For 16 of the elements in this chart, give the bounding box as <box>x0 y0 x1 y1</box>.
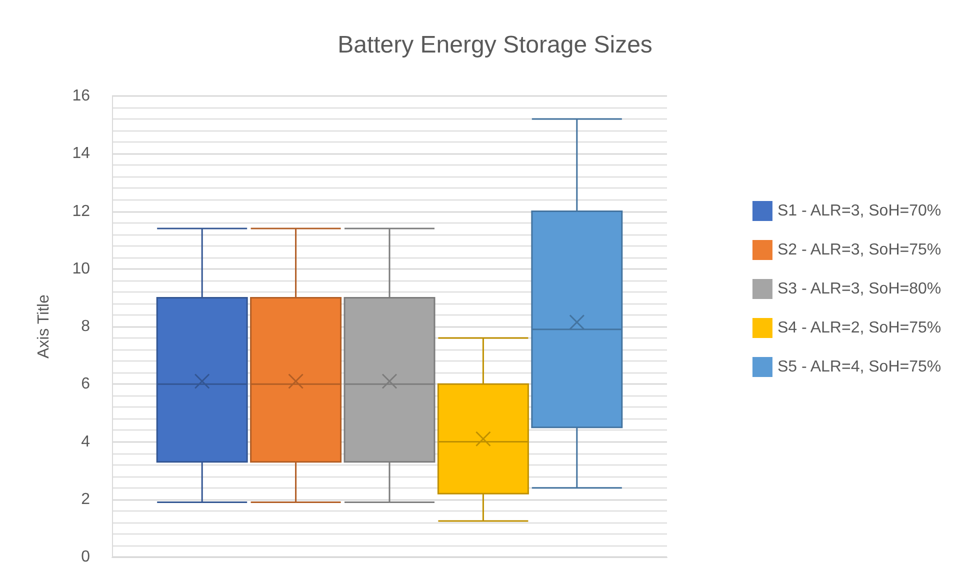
chart-title: Battery Energy Storage Sizes <box>338 32 652 58</box>
legend-label: S5 - ALR=4, SoH=75% <box>777 358 942 376</box>
legend-label: S2 - ALR=3, SoH=75% <box>777 242 942 258</box>
y-tick-label: 2 <box>81 490 90 508</box>
legend-label: S4 - ALR=2, SoH=75% <box>777 320 942 336</box>
y-tick-label: 10 <box>72 260 90 278</box>
y-tick-label: 16 <box>72 88 90 104</box>
y-tick-label: 0 <box>81 548 90 566</box>
legend-label: S3 - ALR=3, SoH=80% <box>777 280 942 298</box>
y-tick-label: 14 <box>72 145 90 162</box>
y-tick-label: 6 <box>81 376 90 393</box>
y-tick-label: 4 <box>81 433 90 450</box>
y-tick-label: 8 <box>81 318 90 335</box>
y-axis-title: Axis Title <box>36 294 52 359</box>
y-tick-label: 12 <box>72 202 90 220</box>
legend-label: S1 - ALR=3, SoH=70% <box>777 202 942 220</box>
